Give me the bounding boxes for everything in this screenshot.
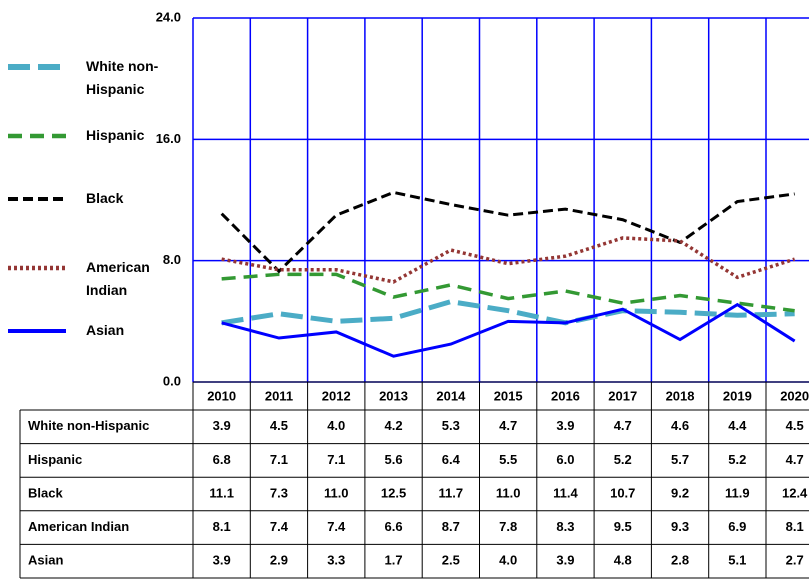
table-cell: 6.6	[385, 519, 403, 534]
table-cell: 6.4	[442, 452, 461, 467]
table-cell: 1.7	[385, 553, 403, 568]
series-line	[221, 302, 796, 358]
x-tick-label: 2018	[666, 388, 695, 403]
table-cell: 7.1	[270, 452, 288, 467]
table-cell: 5.2	[614, 452, 632, 467]
table-cell: 2.9	[270, 553, 288, 568]
table-cell: 2.5	[442, 553, 460, 568]
table-cell: 7.3	[270, 485, 288, 500]
table-cell: 4.7	[499, 418, 517, 433]
x-tick-label: 2019	[723, 388, 752, 403]
table-cell: 3.3	[327, 553, 345, 568]
x-tick-label: 2012	[322, 388, 351, 403]
table-cell: 12.4	[782, 485, 808, 500]
table-cell: 7.1	[327, 452, 345, 467]
table-cell: 4.4	[728, 418, 747, 433]
series-line	[220, 190, 795, 274]
table-cell: 2.8	[671, 553, 689, 568]
table-cell: 7.4	[327, 519, 346, 534]
table-row-label: Black	[28, 485, 63, 500]
table-cell: 2.7	[786, 553, 804, 568]
legend-label: Black	[86, 190, 124, 206]
table-cell: 3.9	[213, 418, 231, 433]
table-cell: 11.7	[439, 485, 464, 500]
table-cell: 4.0	[327, 418, 345, 433]
table-row-label: Asian	[28, 553, 63, 568]
table-cell: 12.5	[381, 485, 406, 500]
x-tick-label: 2013	[379, 388, 408, 403]
table-cell: 5.6	[385, 452, 403, 467]
table-cell: 6.0	[556, 452, 574, 467]
table-row-label: Hispanic	[28, 452, 82, 467]
legend-label: White non-Hispanic	[86, 58, 159, 97]
table-cell: 10.7	[610, 485, 635, 500]
table-cell: 4.6	[671, 418, 689, 433]
table-cell: 6.9	[728, 519, 746, 534]
table-cell: 8.1	[786, 519, 804, 534]
table-cell: 8.3	[556, 519, 574, 534]
table-cell: 9.3	[671, 519, 689, 534]
series-line	[221, 272, 795, 313]
table-cell: 9.2	[671, 485, 689, 500]
table-cell: 5.7	[671, 452, 689, 467]
table-cell: 4.8	[614, 553, 632, 568]
table-cell: 7.8	[499, 519, 517, 534]
x-tick-label: 2014	[436, 388, 466, 403]
series-line	[221, 299, 795, 326]
y-tick-label: 0.0	[163, 373, 181, 388]
y-tick-label: 24.0	[156, 9, 181, 24]
table-cell: 11.0	[324, 485, 349, 500]
table-cell: 5.1	[728, 553, 746, 568]
table-cell: 4.7	[786, 452, 804, 467]
x-tick-label: 2010	[207, 388, 236, 403]
x-tick-label: 2016	[551, 388, 580, 403]
legend-label: Asian	[86, 322, 125, 338]
x-tick-label: 2015	[494, 388, 523, 403]
table-cell: 4.7	[614, 418, 632, 433]
x-tick-label: 2011	[265, 388, 293, 403]
table-cell: 3.9	[556, 553, 574, 568]
table-cell: 6.8	[213, 452, 231, 467]
table-cell: 9.5	[614, 519, 632, 534]
series-line	[221, 236, 796, 284]
table-cell: 4.2	[385, 418, 403, 433]
table-cell: 11.9	[725, 485, 750, 500]
table-row-label: White non-Hispanic	[28, 418, 149, 433]
table-cell: 5.3	[442, 418, 460, 433]
table-cell: 11.0	[496, 485, 521, 500]
table-cell: 4.0	[499, 553, 517, 568]
table-cell: 8.7	[442, 519, 460, 534]
table-cell: 7.4	[270, 519, 289, 534]
table-cell: 8.1	[213, 519, 231, 534]
table-cell: 3.9	[213, 553, 231, 568]
table-cell: 5.2	[728, 452, 746, 467]
table-cell: 3.9	[556, 418, 574, 433]
x-tick-label: 2020	[780, 388, 809, 403]
y-tick-label: 16.0	[156, 131, 181, 146]
table-cell: 4.5	[270, 418, 288, 433]
table-cell: 4.5	[786, 418, 804, 433]
x-tick-label: 2017	[608, 388, 637, 403]
legend-label: Hispanic	[86, 127, 145, 143]
table-row-label: American Indian	[28, 519, 129, 534]
table-cell: 11.1	[209, 485, 234, 500]
table-cell: 11.4	[553, 485, 578, 500]
legend-label: American Indian	[86, 259, 150, 298]
y-tick-label: 8.0	[163, 252, 181, 267]
table-cell: 5.5	[499, 452, 517, 467]
